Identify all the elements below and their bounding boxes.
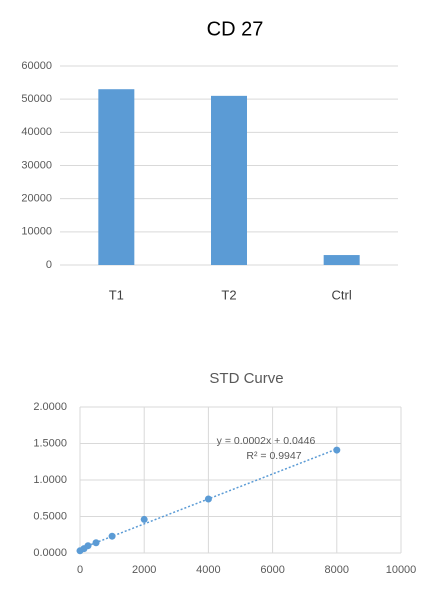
- y-tick-label: 0: [46, 259, 52, 271]
- y-tick-label: 60000: [21, 60, 52, 72]
- point: [333, 446, 341, 454]
- bar: [211, 95, 247, 265]
- y-tick-label: 1.5000: [33, 437, 67, 449]
- x-tick-label: 10000: [386, 564, 417, 576]
- annotation: R² = 0.9947: [246, 450, 301, 462]
- annotation: y = 0.0002x + 0.0446: [217, 435, 316, 447]
- point: [204, 495, 212, 503]
- bar: [323, 255, 360, 265]
- point: [108, 532, 116, 540]
- x-tick-label: T1: [109, 287, 124, 302]
- x-tick-label: 0: [77, 564, 83, 576]
- chart-title: STD Curve: [209, 370, 283, 387]
- y-tick-label: 0.5000: [33, 510, 67, 522]
- chart-title: CD 27: [207, 18, 264, 40]
- x-tick-label: T2: [221, 287, 236, 302]
- y-tick-label: 30000: [21, 159, 52, 171]
- x-tick-label: 4000: [196, 564, 220, 576]
- y-tick-label: 2.0000: [33, 401, 67, 413]
- y-tick-label: 20000: [21, 193, 52, 205]
- x-tick-label: 6000: [260, 564, 284, 576]
- point: [84, 542, 92, 550]
- point: [140, 515, 148, 523]
- y-tick-label: 0.0000: [33, 547, 67, 559]
- y-tick-label: 1.0000: [33, 474, 67, 486]
- x-tick-label: 2000: [132, 564, 156, 576]
- x-tick-label: Ctrl: [332, 287, 352, 302]
- point: [92, 539, 100, 547]
- y-tick-label: 50000: [21, 93, 52, 105]
- y-tick-label: 40000: [21, 126, 52, 138]
- y-tick-label: 10000: [21, 226, 52, 238]
- x-tick-label: 8000: [325, 564, 349, 576]
- bar: [98, 89, 135, 265]
